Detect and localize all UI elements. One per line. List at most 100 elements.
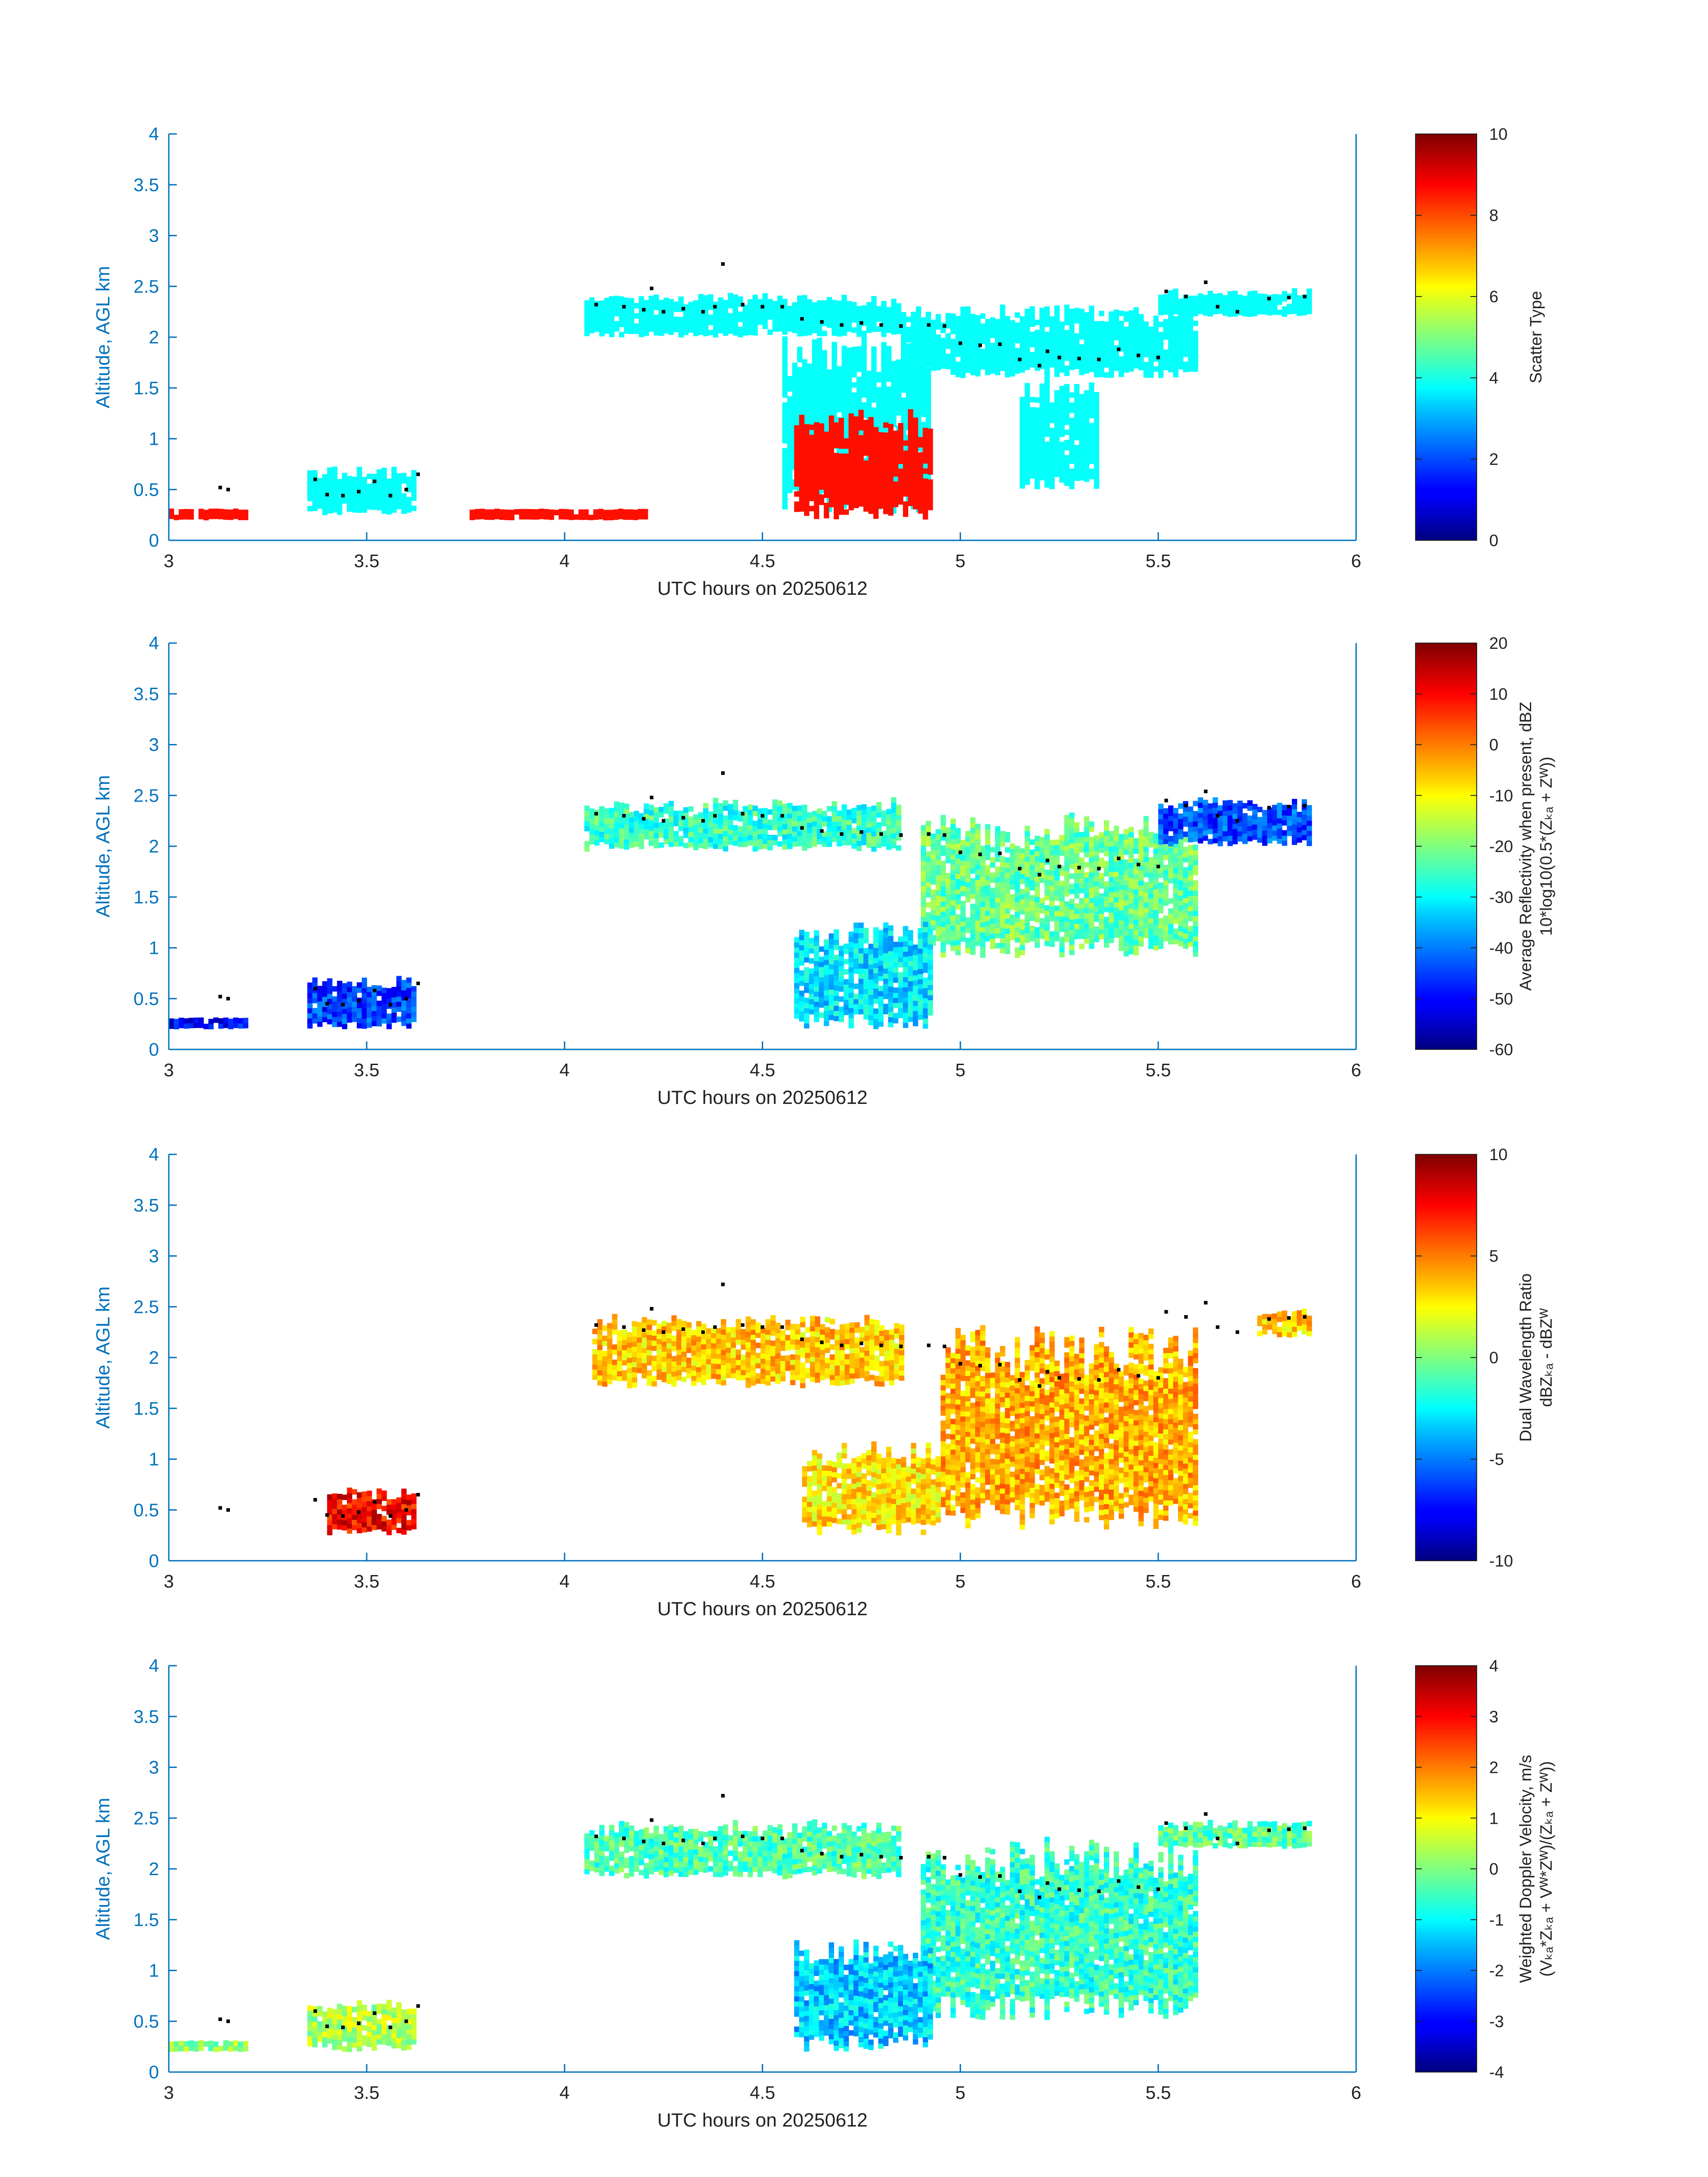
- data-cell: [1074, 404, 1080, 410]
- data-cell: [814, 950, 819, 956]
- data-cell: [794, 506, 800, 512]
- data-cell: [1232, 296, 1238, 301]
- data-cell: [829, 1004, 834, 1010]
- data-cell: [1084, 343, 1090, 348]
- data-cell: [782, 382, 788, 388]
- data-cell: [1064, 815, 1070, 821]
- data-cell: [1098, 310, 1104, 317]
- data-cell: [1098, 913, 1104, 919]
- data-cell: [831, 367, 837, 373]
- data-cell: [559, 514, 564, 520]
- data-cell: [831, 357, 837, 363]
- data-cell: [873, 462, 879, 468]
- data-cell: [1064, 309, 1070, 315]
- data-cell: [1262, 304, 1268, 309]
- data-cell: [1183, 351, 1189, 357]
- data-cell: [1059, 901, 1065, 907]
- data-cell: [767, 329, 773, 335]
- data-cell: [703, 295, 709, 301]
- data-cell: [1098, 903, 1104, 909]
- data-cell: [1173, 372, 1178, 378]
- data-cell: [1138, 329, 1144, 335]
- data-cell: [1114, 320, 1119, 326]
- data-cell: [921, 835, 926, 841]
- data-cell: [713, 798, 718, 803]
- data-cell: [844, 453, 849, 459]
- data-cell: [1059, 357, 1065, 363]
- data-cell: [846, 815, 852, 820]
- marker-point: [388, 493, 393, 497]
- data-cell: [799, 975, 805, 981]
- data-cell: [831, 806, 837, 812]
- data-cell: [1163, 865, 1169, 870]
- data-cell: [871, 841, 877, 847]
- data-cell: [809, 465, 814, 471]
- data-cell: [1049, 342, 1055, 347]
- data-cell: [923, 514, 928, 520]
- data-cell: [782, 428, 788, 434]
- data-cell: [1168, 347, 1173, 352]
- data-cell: [658, 305, 664, 311]
- data-cell: [1247, 296, 1253, 302]
- data-cell: [1054, 915, 1060, 921]
- data-cell: [1054, 860, 1060, 865]
- data-cell: [351, 487, 357, 493]
- data-cell: [916, 380, 921, 385]
- data-cell: [1173, 862, 1178, 868]
- data-cell: [648, 840, 654, 846]
- data-cell: [908, 424, 914, 430]
- data-cell: [931, 935, 936, 941]
- data-cell: [584, 321, 590, 326]
- data-cell: [831, 403, 837, 409]
- data-cell: [945, 842, 951, 848]
- data-cell: [975, 864, 981, 870]
- data-cell: [722, 315, 728, 321]
- data-cell: [921, 896, 926, 902]
- data-cell: [1094, 896, 1099, 902]
- data-cell: [1000, 340, 1006, 346]
- data-cell: [817, 419, 823, 425]
- data-cell: [955, 940, 961, 945]
- data-cell: [1133, 838, 1139, 844]
- data-cell: [1198, 298, 1203, 304]
- data-cell: [653, 822, 659, 828]
- data-cell: [950, 823, 956, 829]
- marker-point: [780, 305, 784, 309]
- data-cell: [1019, 894, 1025, 900]
- data-cell: [683, 817, 689, 823]
- data-cell: [910, 317, 916, 322]
- data-cell: [851, 407, 857, 413]
- data-cell: [1034, 897, 1040, 903]
- data-cell: [782, 808, 788, 814]
- data-cell: [337, 494, 342, 500]
- data-cell: [817, 353, 823, 359]
- data-cell: [809, 480, 814, 486]
- data-cell: [814, 986, 819, 992]
- data-cell: [876, 316, 882, 322]
- data-cell: [903, 511, 908, 517]
- data-cell: [839, 443, 844, 449]
- data-cell: [802, 295, 807, 301]
- data-cell: [950, 900, 956, 906]
- data-cell: [1227, 291, 1233, 297]
- data-cell: [931, 360, 936, 366]
- data-cell: [1019, 442, 1025, 448]
- data-cell: [1059, 326, 1065, 332]
- data-cell: [866, 371, 872, 376]
- data-cell: [910, 397, 916, 403]
- data-cell: [683, 812, 689, 818]
- data-cell: [643, 819, 649, 824]
- data-cell: [794, 440, 800, 446]
- data-cell: [614, 801, 619, 807]
- data-cell: [995, 364, 1001, 370]
- data-cell: [1188, 296, 1194, 301]
- data-cell: [1138, 314, 1144, 320]
- data-cell: [1079, 470, 1085, 476]
- data-cell: [868, 478, 874, 484]
- data-cell: [970, 329, 976, 335]
- data-cell: [799, 929, 805, 936]
- data-cell: [624, 318, 630, 324]
- data-cell: [594, 835, 600, 841]
- data-cell: [1138, 835, 1144, 840]
